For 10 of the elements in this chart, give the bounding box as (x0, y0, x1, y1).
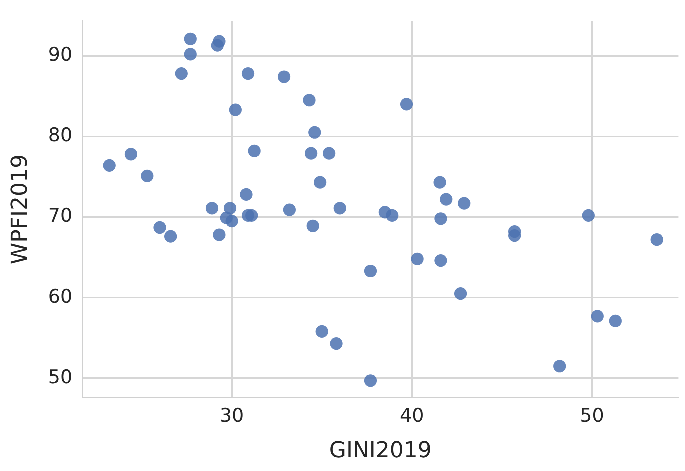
x-tick-label: 50 (580, 405, 604, 428)
y-tick-label: 70 (48, 205, 73, 228)
x-axis-title: GINI2019 (329, 438, 432, 464)
x-tick-label: 40 (400, 405, 424, 428)
y-tick-label: 50 (48, 366, 73, 388)
y-tick-label: 60 (48, 286, 73, 308)
x-tick-label: 30 (220, 405, 244, 428)
y-tick-label: 90 (48, 44, 73, 66)
y-tick-label: 80 (48, 124, 73, 147)
y-axis-title: WPFI2019 (8, 154, 33, 265)
